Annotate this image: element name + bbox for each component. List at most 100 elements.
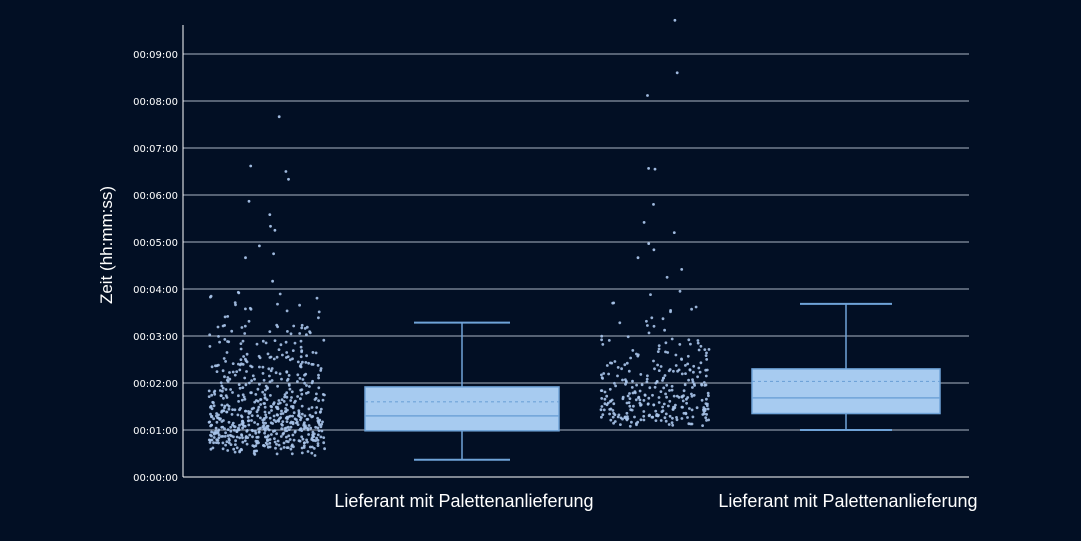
data-point xyxy=(291,421,295,424)
outlier-point xyxy=(672,231,676,235)
data-point xyxy=(600,389,604,392)
data-point xyxy=(285,391,289,395)
data-point xyxy=(303,327,307,330)
data-point xyxy=(678,289,682,293)
data-point xyxy=(287,382,291,386)
data-point xyxy=(612,402,616,406)
data-point xyxy=(249,410,253,414)
data-point xyxy=(618,321,622,325)
data-point xyxy=(245,352,249,356)
data-point xyxy=(253,377,256,381)
data-point xyxy=(662,386,666,390)
data-point xyxy=(291,357,294,361)
y-tick-label: 00:07:00 xyxy=(133,144,178,155)
data-point xyxy=(296,423,300,426)
data-point xyxy=(317,399,320,403)
data-point xyxy=(638,401,642,405)
data-point xyxy=(263,429,267,432)
data-point xyxy=(303,414,307,418)
data-point xyxy=(262,417,266,420)
data-point xyxy=(308,413,312,417)
data-point xyxy=(275,355,279,359)
data-point xyxy=(699,344,703,348)
data-point xyxy=(683,383,687,387)
data-point xyxy=(661,409,665,413)
data-point xyxy=(319,407,323,411)
x-category-label: Lieferant mit Palettenanlieferung xyxy=(334,491,593,511)
data-point xyxy=(667,369,671,373)
data-point xyxy=(681,405,684,409)
data-point xyxy=(222,396,225,400)
data-point xyxy=(321,420,324,424)
data-point xyxy=(650,316,654,320)
data-point xyxy=(613,381,616,385)
data-point xyxy=(309,426,313,430)
data-point xyxy=(628,392,631,395)
data-point xyxy=(241,386,245,389)
data-point xyxy=(663,374,667,377)
data-point xyxy=(230,329,234,333)
data-point xyxy=(250,365,254,369)
data-point xyxy=(308,331,312,335)
data-point xyxy=(296,360,300,364)
data-point xyxy=(225,396,229,399)
data-point xyxy=(226,315,230,318)
data-point xyxy=(287,434,291,438)
data-point xyxy=(316,433,320,437)
data-point xyxy=(663,328,666,332)
data-point xyxy=(274,446,277,450)
data-point xyxy=(299,345,303,349)
data-point xyxy=(223,435,227,438)
data-point xyxy=(278,372,282,376)
data-point xyxy=(704,383,708,387)
data-point xyxy=(322,441,326,445)
data-point xyxy=(270,379,274,382)
data-point xyxy=(275,432,278,436)
data-point xyxy=(243,332,247,335)
data-point xyxy=(254,431,258,435)
outlier-point xyxy=(636,256,640,260)
data-point xyxy=(209,404,213,408)
outlier-point xyxy=(673,18,677,22)
data-point xyxy=(317,373,320,377)
data-point xyxy=(273,339,277,342)
data-point xyxy=(265,398,269,401)
data-point xyxy=(669,310,672,314)
data-point xyxy=(220,384,224,388)
data-point xyxy=(274,371,278,375)
data-point xyxy=(279,447,283,451)
data-point xyxy=(670,388,674,392)
data-point xyxy=(281,353,284,357)
data-point xyxy=(303,421,306,424)
data-point xyxy=(250,419,253,422)
data-point xyxy=(269,355,273,359)
data-point xyxy=(291,433,295,437)
data-point xyxy=(212,436,216,439)
data-point xyxy=(629,356,632,360)
data-point xyxy=(244,383,248,387)
data-point xyxy=(266,427,269,430)
data-point xyxy=(686,354,690,358)
data-point xyxy=(599,408,603,412)
data-point xyxy=(231,362,235,365)
data-point xyxy=(613,413,617,417)
outlier-point xyxy=(647,167,650,170)
data-point xyxy=(685,397,688,401)
y-axis-title: Zeit (hh:mm:ss) xyxy=(97,186,116,304)
data-point xyxy=(305,391,308,395)
data-point xyxy=(296,395,299,398)
data-point xyxy=(707,348,711,351)
data-point xyxy=(222,409,226,413)
data-point xyxy=(214,426,218,430)
data-point xyxy=(248,381,251,385)
data-point xyxy=(297,409,301,413)
data-point xyxy=(704,368,708,372)
data-point xyxy=(616,366,620,369)
data-point xyxy=(688,368,692,372)
y-tick-label: 00:09:00 xyxy=(133,50,178,61)
data-point xyxy=(228,371,231,374)
data-point xyxy=(316,442,320,445)
data-point xyxy=(257,405,261,409)
data-point xyxy=(282,441,286,445)
data-point xyxy=(603,390,607,394)
